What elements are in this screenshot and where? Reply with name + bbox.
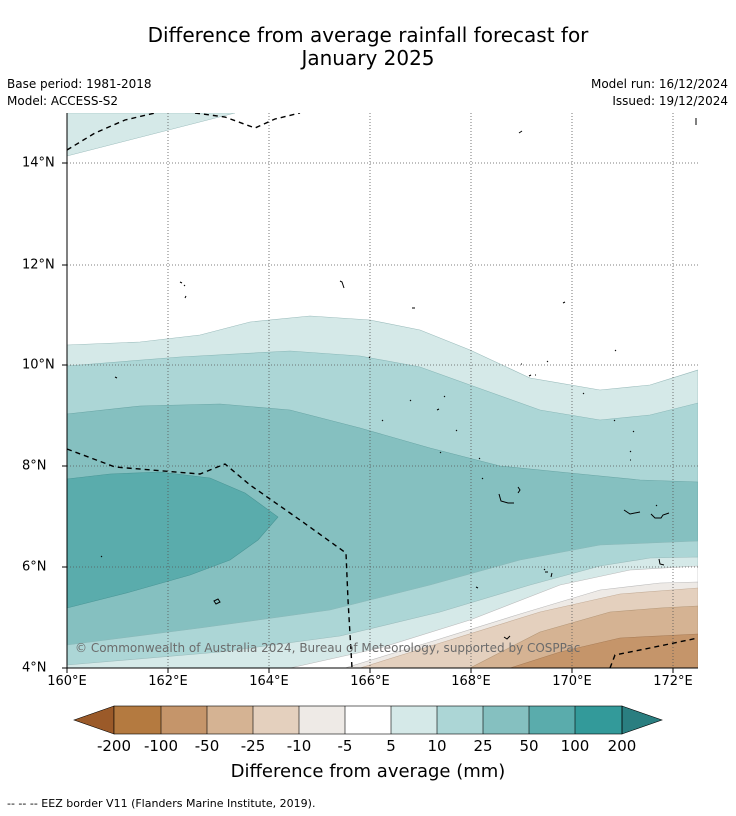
colorbar [73,705,663,735]
x-tick-label: 162°E [148,674,188,689]
colorbar-frame [113,705,623,735]
copyright-notice: © Commonwealth of Australia 2024, Bureau… [75,641,581,655]
y-tick-label: 12°N [22,257,55,273]
colorbar-label: -50 [194,737,220,755]
colorbar-swatch-11 [575,706,622,734]
base-period-label: Base period: 1981-2018 [7,77,152,91]
issued-label: Issued: 19/12/2024 [612,94,728,108]
y-tick-label: 4°N [22,660,47,676]
x-tick-label: 168°E [451,674,491,689]
x-tick-label: 170°E [552,674,592,689]
colorbar-swatch-3 [207,706,253,734]
colorbar-label: -200 [96,737,132,755]
colorbar-label: -25 [240,737,266,755]
title-line-1: Difference from average rainfall forecas… [147,23,589,47]
colorbar-swatch-7 [391,706,437,734]
colorbar-swatch-4 [253,706,299,734]
colorbar-label: -100 [143,737,179,755]
model-run-label: Model run: 16/12/2024 [590,77,728,91]
colorbar-label: 10 [427,737,447,755]
colorbar-label: 200 [607,737,637,755]
colorbar-swatch-6 [345,706,391,734]
contour-dry-50 [509,633,698,668]
colorbar-extend-left [73,705,115,735]
gridlines [67,113,698,668]
islands [100,118,697,640]
colorbar-swatch-2 [161,706,207,734]
model-label: Model: ACCESS-S2 [7,94,119,108]
y-tick-label: 10°N [22,357,55,373]
colorbar-swatch-8 [437,706,483,734]
eez-borders [67,113,698,668]
y-tick-label: 8°N [22,458,47,474]
colorbar-title: Difference from average (mm) [230,761,506,782]
x-tick-label: 172°E [653,674,693,689]
colorbar-swatch-1 [114,706,161,734]
colorbar-extend-right [621,705,663,735]
y-tick-label: 6°N [22,559,47,575]
rainfall-map [67,113,698,668]
colorbar-label: 25 [473,737,493,755]
y-tick-label: 14°N [22,155,55,171]
colorbar-swatch-10 [529,706,575,734]
contour-top-left-5 [67,113,236,157]
x-tick-label: 166°E [350,674,390,689]
colorbar-label: 50 [519,737,539,755]
colorbar-label: 5 [386,737,396,755]
colorbar-swatch-5 [299,706,345,734]
colorbar-label: 100 [560,737,590,755]
colorbar-swatch-9 [483,706,529,734]
x-tick-label: 160°E [47,674,87,689]
colorbar-label: -5 [337,737,353,755]
colorbar-label: -10 [286,737,312,755]
colorbar-dividers [160,706,576,734]
tick-marks [62,162,674,673]
contour-50-to-100 [67,471,279,609]
eez-footnote: -- -- -- EEZ border V11 (Flanders Marine… [7,797,316,810]
title-line-2: January 2025 [301,46,435,70]
x-tick-label: 164°E [249,674,289,689]
